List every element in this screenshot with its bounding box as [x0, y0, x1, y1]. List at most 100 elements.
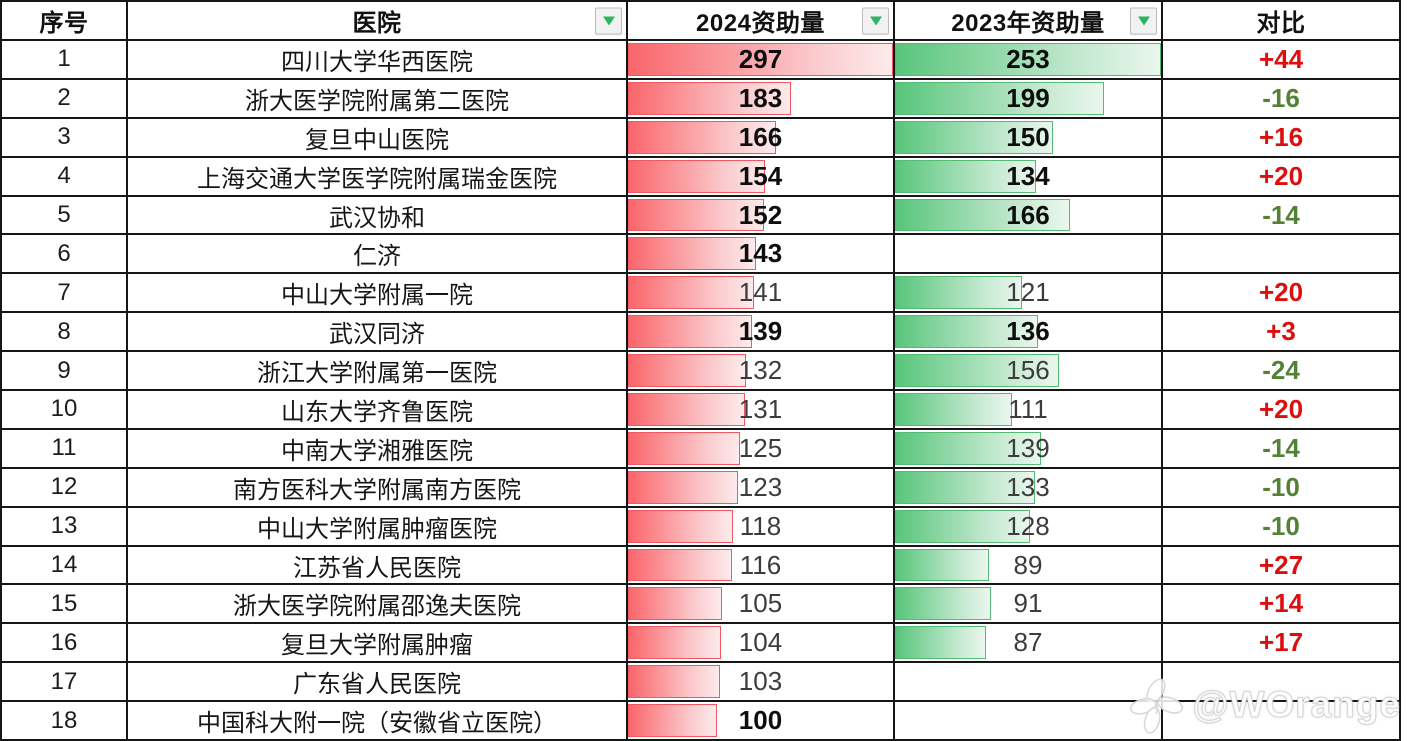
filter-dropdown-button-y2024[interactable]	[862, 7, 889, 34]
hospital-cell[interactable]: 上海交通大学医学院附属瑞金医院	[128, 157, 628, 197]
seq-cell[interactable]: 1	[2, 41, 128, 80]
funding-2023-cell[interactable]: 133	[895, 468, 1163, 508]
seq-cell[interactable]: 9	[2, 352, 128, 392]
hospital-cell[interactable]: 中山大学附属一院	[128, 274, 628, 314]
funding-2024-cell[interactable]: 105	[628, 585, 895, 625]
seq-cell[interactable]: 14	[2, 546, 128, 586]
hospital-cell[interactable]: 复旦中山医院	[128, 118, 628, 158]
diff-cell[interactable]: -10	[1163, 507, 1401, 547]
diff-cell[interactable]: -10	[1163, 468, 1401, 508]
seq-cell[interactable]: 12	[2, 468, 128, 508]
diff-value: +17	[1258, 627, 1304, 658]
funding-2023-cell[interactable]: 150	[895, 118, 1163, 158]
seq-cell[interactable]: 11	[2, 429, 128, 469]
diff-cell[interactable]: +44	[1163, 41, 1401, 80]
seq-cell[interactable]: 13	[2, 507, 128, 547]
funding-2023-cell[interactable]	[895, 702, 1163, 741]
seq-cell[interactable]: 5	[2, 196, 128, 236]
funding-2023-cell[interactable]: 91	[895, 585, 1163, 625]
funding-2023-cell[interactable]: 128	[895, 507, 1163, 547]
funding-2024-cell[interactable]: 154	[628, 157, 895, 197]
funding-2024-cell[interactable]: 125	[628, 429, 895, 469]
seq-cell[interactable]: 2	[2, 79, 128, 119]
diff-cell[interactable]: -14	[1163, 196, 1401, 236]
filter-dropdown-button-hospital[interactable]	[595, 7, 622, 34]
funding-2024-cell[interactable]: 123	[628, 468, 895, 508]
funding-2023-cell[interactable]	[895, 235, 1163, 275]
funding-2023-cell[interactable]: 253	[895, 41, 1163, 80]
column-header-y2024[interactable]: 2024资助量	[628, 2, 895, 41]
hospital-cell[interactable]: 山东大学齐鲁医院	[128, 391, 628, 430]
funding-2024-cell[interactable]: 139	[628, 313, 895, 353]
funding-2024-cell[interactable]: 116	[628, 546, 895, 586]
hospital-cell[interactable]: 浙大医学院附属邵逸夫医院	[128, 585, 628, 625]
funding-2024-cell[interactable]: 131	[628, 391, 895, 430]
diff-cell[interactable]: +20	[1163, 274, 1401, 314]
funding-2023-cell[interactable]: 121	[895, 274, 1163, 314]
diff-cell[interactable]: +17	[1163, 624, 1401, 664]
diff-cell[interactable]	[1163, 663, 1401, 703]
hospital-cell[interactable]: 武汉同济	[128, 313, 628, 353]
column-header-seq[interactable]: 序号	[2, 2, 128, 41]
diff-cell[interactable]: -24	[1163, 352, 1401, 392]
funding-2024-cell[interactable]: 132	[628, 352, 895, 392]
seq-cell[interactable]: 15	[2, 585, 128, 625]
column-header-y2023[interactable]: 2023年资助量	[895, 2, 1163, 41]
diff-cell[interactable]: +16	[1163, 118, 1401, 158]
funding-2024-cell[interactable]: 143	[628, 235, 895, 275]
seq-cell[interactable]: 4	[2, 157, 128, 197]
diff-cell[interactable]	[1163, 235, 1401, 275]
hospital-cell[interactable]: 武汉协和	[128, 196, 628, 236]
filter-dropdown-button-y2023[interactable]	[1130, 7, 1157, 34]
diff-cell[interactable]: +27	[1163, 546, 1401, 586]
seq-cell[interactable]: 17	[2, 663, 128, 703]
funding-2024-cell[interactable]: 104	[628, 624, 895, 664]
funding-2023-cell[interactable]: 136	[895, 313, 1163, 353]
seq-cell[interactable]: 7	[2, 274, 128, 314]
funding-2023-cell[interactable]: 89	[895, 546, 1163, 586]
hospital-cell[interactable]: 中国科大附一院（安徽省立医院）	[128, 702, 628, 741]
funding-2024-cell[interactable]: 141	[628, 274, 895, 314]
funding-2023-cell[interactable]: 139	[895, 429, 1163, 469]
funding-2024-cell[interactable]: 152	[628, 196, 895, 236]
hospital-cell[interactable]: 仁济	[128, 235, 628, 275]
seq-cell[interactable]: 6	[2, 235, 128, 275]
hospital-cell[interactable]: 浙大医学院附属第二医院	[128, 79, 628, 119]
funding-2023-cell[interactable]: 134	[895, 157, 1163, 197]
funding-2023-cell[interactable]: 111	[895, 391, 1163, 430]
funding-value: 131	[738, 393, 783, 424]
seq-cell[interactable]: 18	[2, 702, 128, 741]
diff-cell[interactable]: +20	[1163, 391, 1401, 430]
funding-2024-cell[interactable]: 118	[628, 507, 895, 547]
diff-cell[interactable]: -14	[1163, 429, 1401, 469]
hospital-cell[interactable]: 南方医科大学附属南方医院	[128, 468, 628, 508]
hospital-cell[interactable]: 中山大学附属肿瘤医院	[128, 507, 628, 547]
seq-cell[interactable]: 16	[2, 624, 128, 664]
hospital-cell[interactable]: 四川大学华西医院	[128, 41, 628, 80]
hospital-cell[interactable]: 中南大学湘雅医院	[128, 429, 628, 469]
funding-2024-cell[interactable]: 183	[628, 79, 895, 119]
funding-2023-cell[interactable]: 87	[895, 624, 1163, 664]
funding-2024-cell[interactable]: 297	[628, 41, 895, 80]
hospital-cell[interactable]: 复旦大学附属肿瘤	[128, 624, 628, 664]
seq-cell[interactable]: 10	[2, 391, 128, 430]
column-header-diff[interactable]: 对比	[1163, 2, 1401, 41]
diff-cell[interactable]: +3	[1163, 313, 1401, 353]
hospital-cell[interactable]: 江苏省人民医院	[128, 546, 628, 586]
funding-2023-cell[interactable]: 166	[895, 196, 1163, 236]
seq-cell[interactable]: 3	[2, 118, 128, 158]
diff-cell[interactable]	[1163, 702, 1401, 741]
hospital-cell[interactable]: 浙江大学附属第一医院	[128, 352, 628, 392]
funding-2023-cell[interactable]: 156	[895, 352, 1163, 392]
funding-2024-cell[interactable]: 166	[628, 118, 895, 158]
column-header-hospital[interactable]: 医院	[128, 2, 628, 41]
diff-cell[interactable]: -16	[1163, 79, 1401, 119]
funding-2024-cell[interactable]: 100	[628, 702, 895, 741]
hospital-cell[interactable]: 广东省人民医院	[128, 663, 628, 703]
diff-cell[interactable]: +20	[1163, 157, 1401, 197]
seq-cell[interactable]: 8	[2, 313, 128, 353]
funding-2024-cell[interactable]: 103	[628, 663, 895, 703]
funding-2023-cell[interactable]: 199	[895, 79, 1163, 119]
funding-2023-cell[interactable]	[895, 663, 1163, 703]
diff-cell[interactable]: +14	[1163, 585, 1401, 625]
